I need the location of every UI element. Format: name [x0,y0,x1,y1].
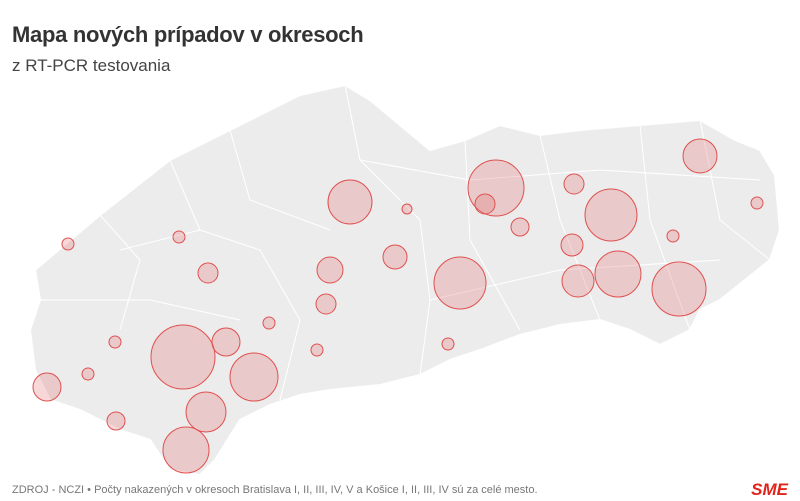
bubble [651,261,707,317]
bubble [467,159,525,217]
bubble [441,337,455,351]
source-note: ZDROJ - NCZI • Počty nakazených v okreso… [12,484,538,496]
bubble [185,391,227,433]
bubble [474,193,496,215]
title: Mapa nových prípadov v okresoch [12,22,364,47]
bubble [211,327,241,357]
bubble [327,179,373,225]
bubbles [32,138,764,474]
bubble [310,343,324,357]
bubble [108,335,122,349]
bubble [32,372,62,402]
bubble [81,367,95,381]
bubble [382,244,408,270]
bubble [666,229,680,243]
bubble [61,237,75,251]
bubble [750,196,764,210]
bubble [262,316,276,330]
bubble [561,264,595,298]
bubble [560,233,584,257]
bubble [510,217,530,237]
bubble [316,256,344,284]
bubble [594,250,642,298]
bubble [229,352,279,402]
bubble [162,426,210,474]
bubble [172,230,186,244]
logo: SME [751,480,788,499]
bubble [150,324,216,390]
bubble [584,188,638,242]
bubble [433,256,487,310]
subtitle: z RT-PCR testovania [12,56,171,75]
bubble [401,203,413,215]
bubble [682,138,718,174]
bubble [315,293,337,315]
bubble [563,173,585,195]
district-borders [40,84,771,401]
bubble [197,262,219,284]
bubble [106,411,126,431]
